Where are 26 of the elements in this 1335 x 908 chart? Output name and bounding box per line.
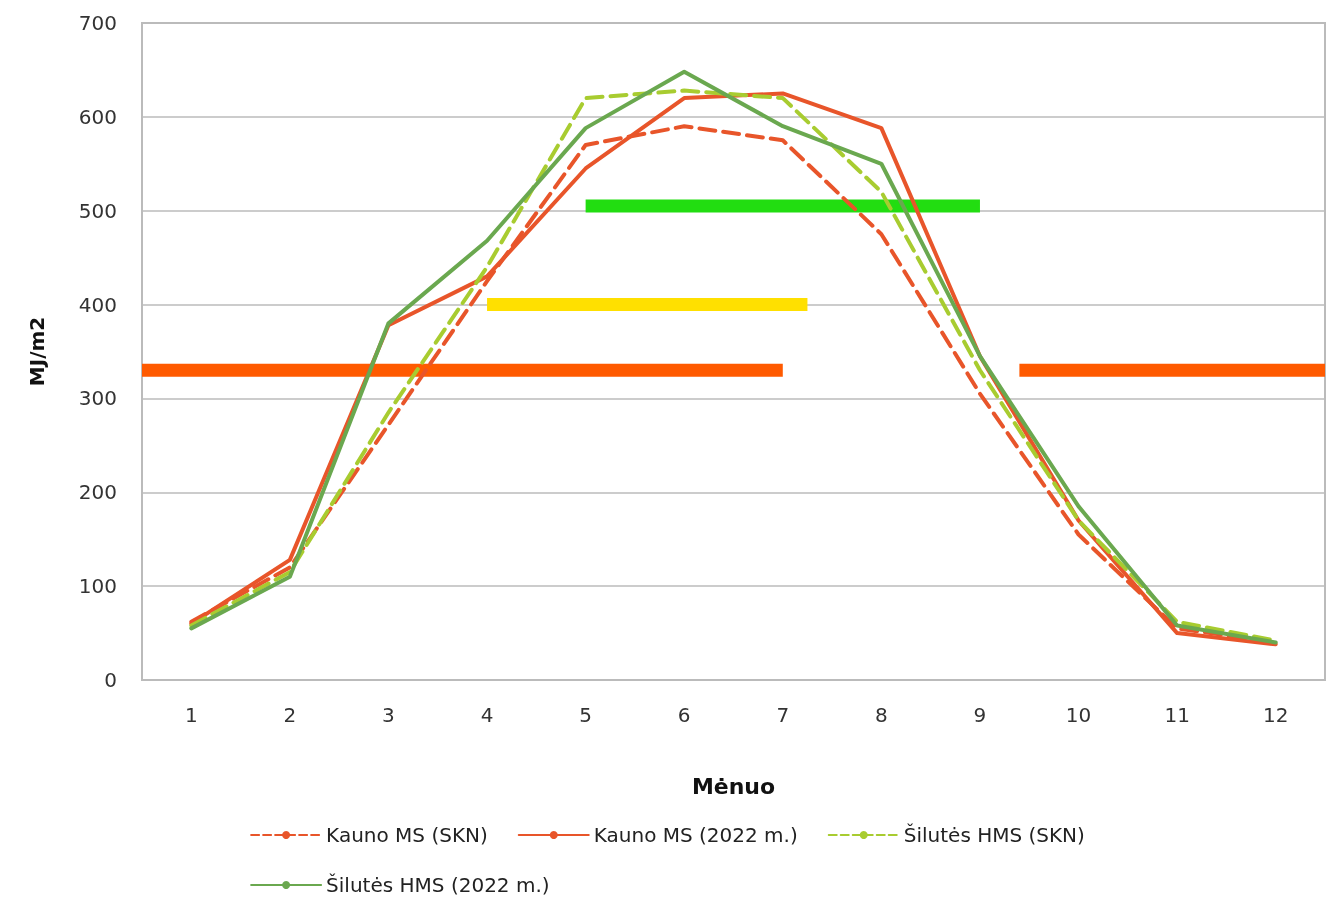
legend-label: Šilutės HMS (2022 m.) xyxy=(326,873,550,897)
y-axis-title: MJ/m2 xyxy=(25,316,49,387)
x-tick-label: 10 xyxy=(1065,703,1092,727)
y-tick-label: 500 xyxy=(78,198,117,223)
legend-label: Kauno MS (2022 m.) xyxy=(593,823,798,847)
y-tick-label: 700 xyxy=(78,11,117,35)
x-axis-title: Mėnuo xyxy=(691,773,776,799)
x-tick-label: 1 xyxy=(184,703,198,727)
y-tick-label: 300 xyxy=(78,386,117,411)
x-tick-label: 2 xyxy=(283,703,297,727)
y-tick-label: 200 xyxy=(78,480,117,505)
legend-label: Šilutės HMS (SKN) xyxy=(903,823,1085,847)
x-tick-label: 9 xyxy=(973,703,987,727)
y-tick-label: 400 xyxy=(78,292,117,317)
x-tick-label: 6 xyxy=(677,703,691,727)
y-tick-label: 600 xyxy=(78,104,117,129)
x-tick-label: 7 xyxy=(776,703,790,727)
y-tick-label: 0 xyxy=(104,668,117,692)
y-tick-label: 100 xyxy=(78,574,117,599)
x-tick-label: 12 xyxy=(1262,703,1289,727)
x-tick-label: 8 xyxy=(875,703,888,727)
x-tick-label: 11 xyxy=(1164,703,1190,727)
legend-label: Kauno MS (SKN) xyxy=(326,823,488,847)
x-tick-label: 5 xyxy=(579,703,592,727)
x-tick-label: 3 xyxy=(382,703,395,727)
x-tick-label: 4 xyxy=(480,703,494,727)
